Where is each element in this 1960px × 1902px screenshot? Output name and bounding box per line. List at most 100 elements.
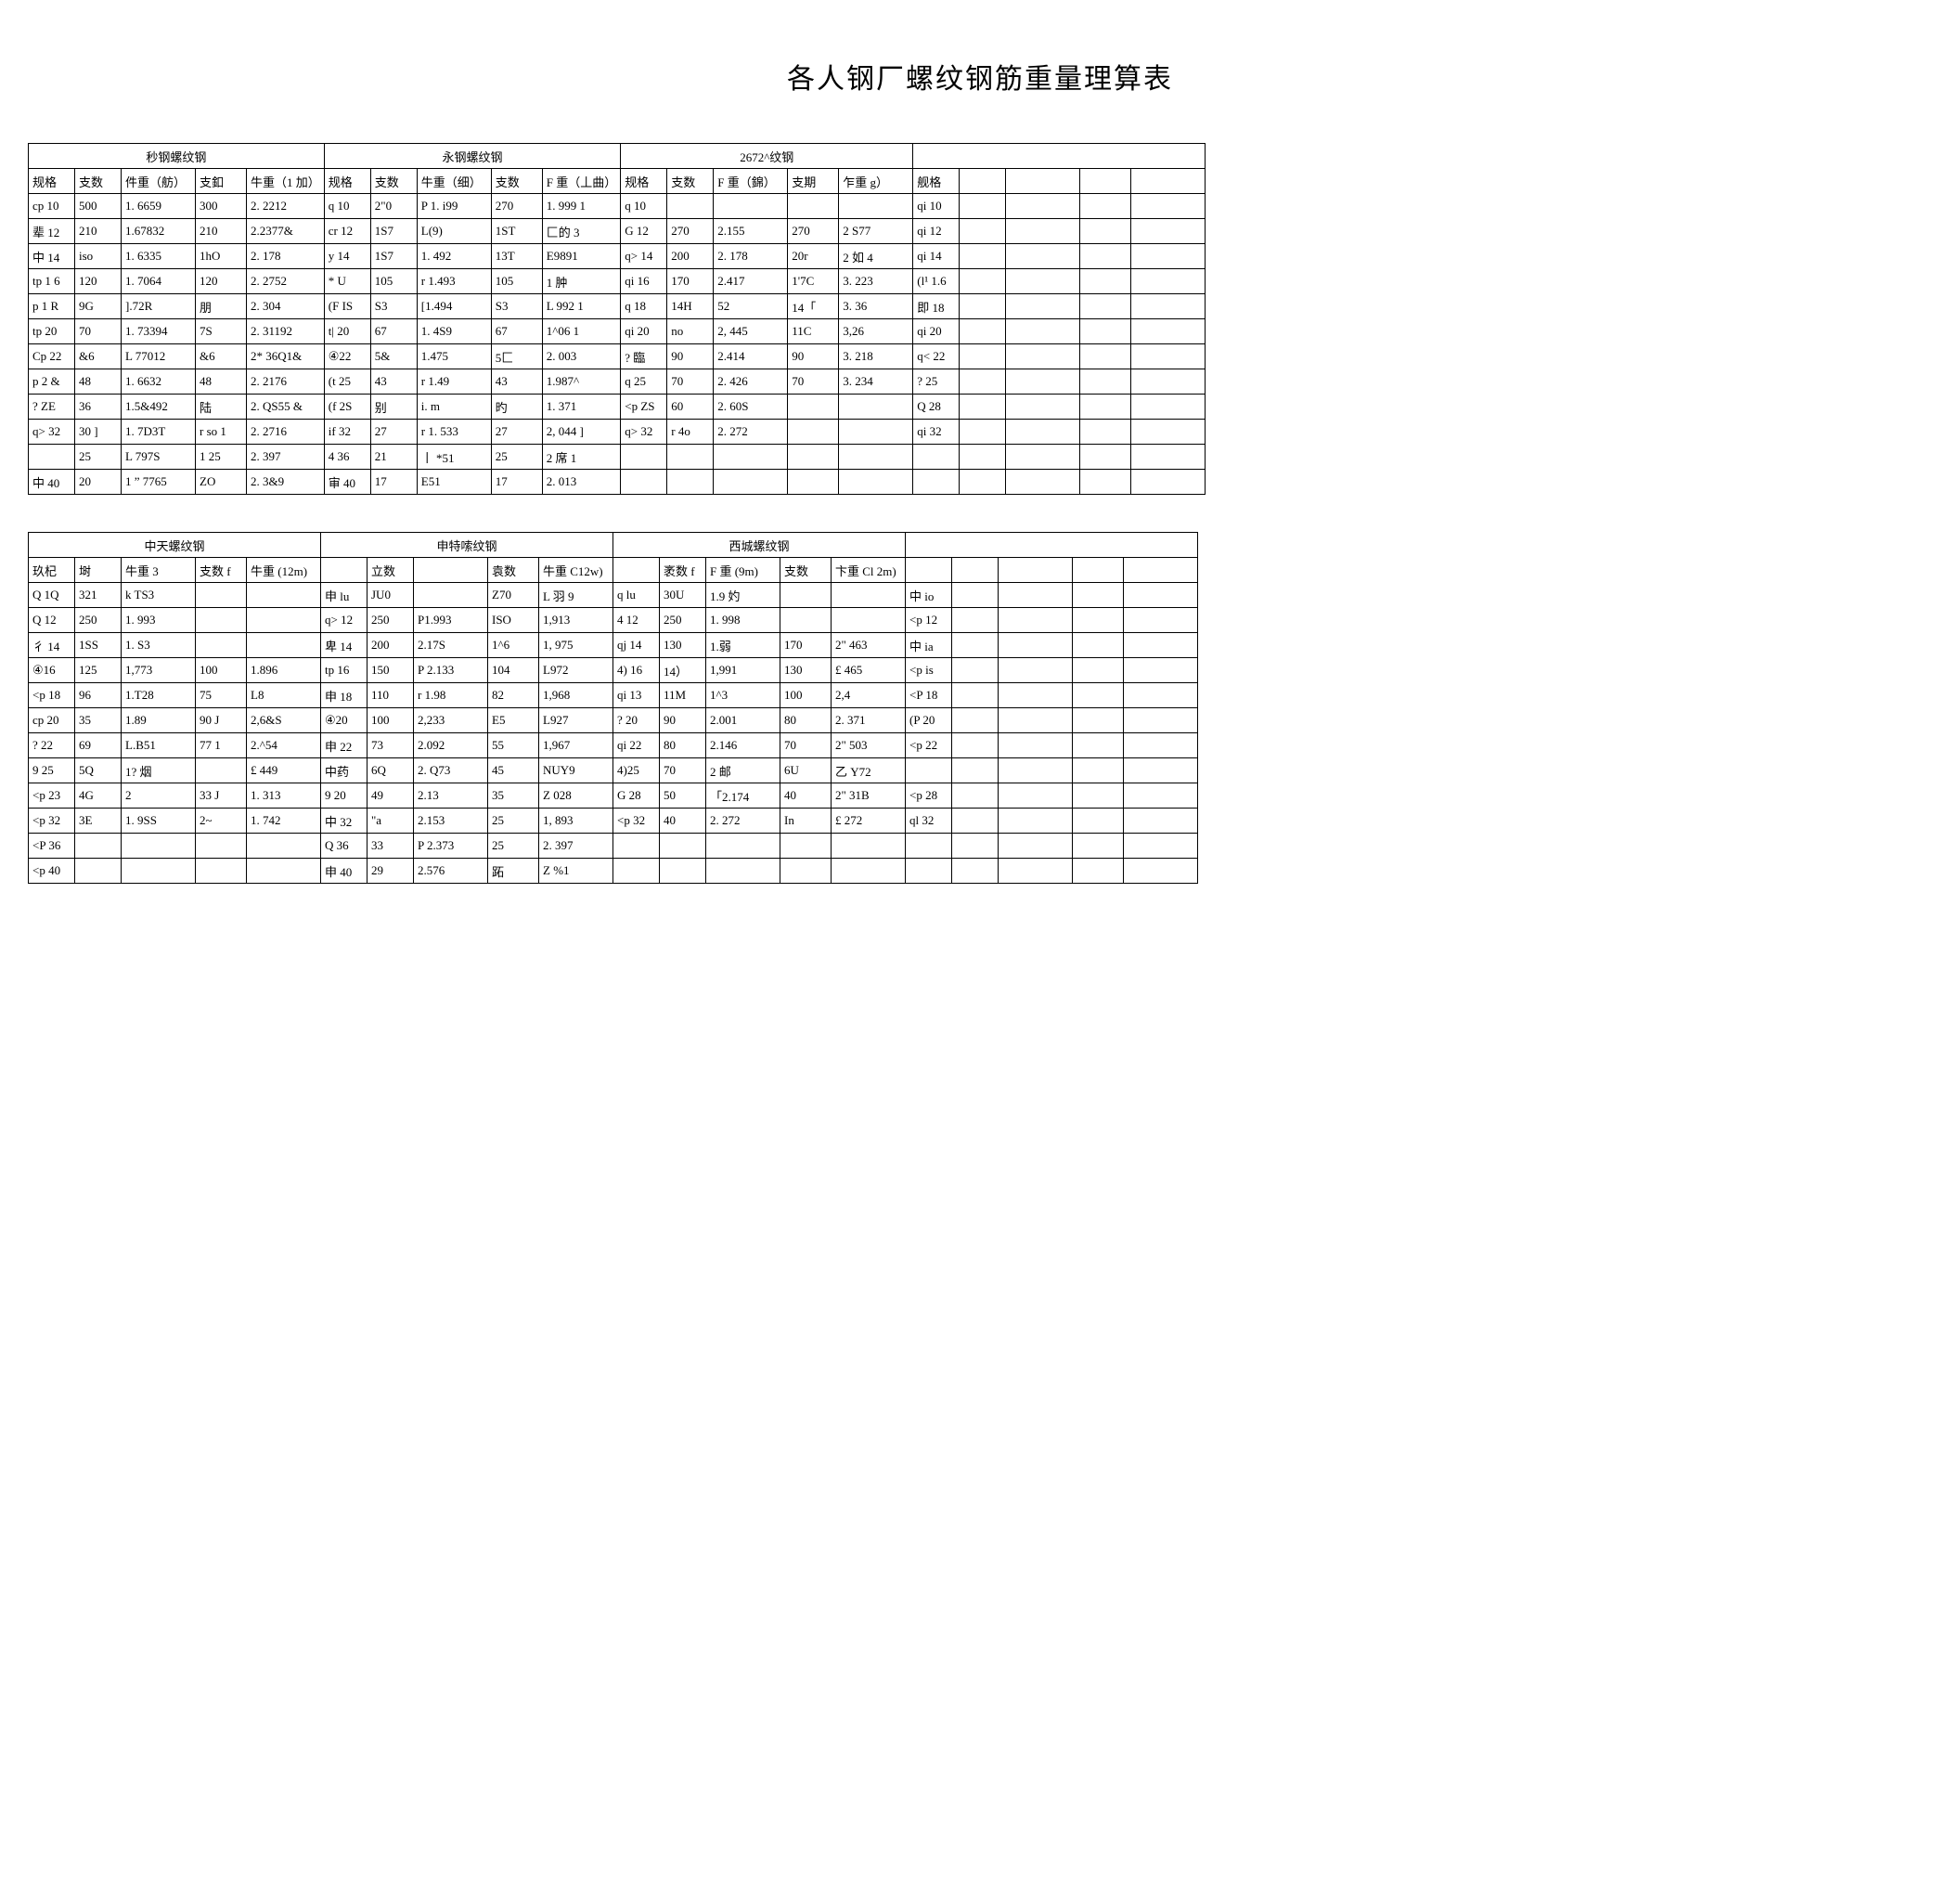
cell: ④16 xyxy=(29,658,75,683)
cell xyxy=(952,758,999,783)
group-header: 2672^纹钢 xyxy=(621,144,913,169)
cell: ? ZE xyxy=(29,395,75,420)
cell xyxy=(788,420,839,445)
cell: 申 18 xyxy=(321,683,368,708)
cell: t| 20 xyxy=(324,319,370,344)
cell: 73 xyxy=(368,733,414,758)
cell: 彳 14 xyxy=(29,633,75,658)
cell: 1. 9SS xyxy=(122,809,196,834)
cell: E5 xyxy=(488,708,539,733)
cell: 1. 998 xyxy=(706,608,780,633)
cell xyxy=(906,834,952,859)
cell: P 1. i99 xyxy=(417,194,491,219)
cell: 辈 12 xyxy=(29,219,75,244)
cell: £ 272 xyxy=(832,809,906,834)
cell xyxy=(1080,344,1131,369)
cell: tp 1 6 xyxy=(29,269,75,294)
cell xyxy=(999,608,1073,633)
cell xyxy=(1006,369,1080,395)
cell: 陆 xyxy=(196,395,247,420)
cell: 2. 178 xyxy=(714,244,788,269)
cell: G 12 xyxy=(621,219,667,244)
cell xyxy=(952,633,999,658)
cell: 申 lu xyxy=(321,583,368,608)
cell xyxy=(1124,834,1198,859)
cell: 9 25 xyxy=(29,758,75,783)
cell: (F IS xyxy=(324,294,370,319)
cell xyxy=(1124,733,1198,758)
cell: 2 S77 xyxy=(839,219,913,244)
cell: 2. 60S xyxy=(714,395,788,420)
cell: <p 32 xyxy=(29,809,75,834)
cell: q> 32 xyxy=(29,420,75,445)
cell xyxy=(122,859,196,884)
column-header: 支数 xyxy=(667,169,714,194)
cell: L.B51 xyxy=(122,733,196,758)
cell: 210 xyxy=(196,219,247,244)
cell: 4 12 xyxy=(613,608,660,633)
cell: r 1.493 xyxy=(417,269,491,294)
cell: (P 20 xyxy=(906,708,952,733)
cell xyxy=(788,194,839,219)
cell xyxy=(1131,470,1206,495)
cell: Q 12 xyxy=(29,608,75,633)
cell xyxy=(1073,583,1124,608)
column-header: 支釦 xyxy=(196,169,247,194)
cell: if 32 xyxy=(324,420,370,445)
cell: 4) 16 xyxy=(613,658,660,683)
cell: 1hO xyxy=(196,244,247,269)
cell: 321 xyxy=(75,583,122,608)
cell: tp 16 xyxy=(321,658,368,683)
cell: 1. 7064 xyxy=(122,269,196,294)
rebar-table-1: 秒钢螺纹钢永钢螺纹钢2672^纹钢规格支数件重（舫）支釦牛重（1 加）规格支数牛… xyxy=(28,143,1206,495)
cell xyxy=(714,445,788,470)
table-row: 25L 797S1 252. 3974 3621丨 *51252 席 1 xyxy=(29,445,1206,470)
cell: 2. 397 xyxy=(247,445,325,470)
cell: 卑 14 xyxy=(321,633,368,658)
cell xyxy=(788,395,839,420)
cell: 1 肿 xyxy=(542,269,620,294)
cell: 120 xyxy=(75,269,122,294)
cell: 2,4 xyxy=(832,683,906,708)
cell: q< 22 xyxy=(913,344,960,369)
cell: 匚的 3 xyxy=(542,219,620,244)
cell: cr 12 xyxy=(324,219,370,244)
table-row: Q 1Q321k TS3申 luJU0Z70L 羽 9q lu30U1.9 妁中… xyxy=(29,583,1198,608)
cell: 中 io xyxy=(906,583,952,608)
cell xyxy=(196,583,247,608)
cell xyxy=(1073,708,1124,733)
cell xyxy=(839,194,913,219)
cell: q 18 xyxy=(621,294,667,319)
cell xyxy=(1006,294,1080,319)
cell: 67 xyxy=(491,319,542,344)
cell: 2. 2752 xyxy=(247,269,325,294)
cell: 1.987^ xyxy=(542,369,620,395)
cell xyxy=(960,319,1006,344)
cell: 100 xyxy=(196,658,247,683)
cell: E51 xyxy=(417,470,491,495)
cell: Q 1Q xyxy=(29,583,75,608)
cell xyxy=(75,859,122,884)
cell: 1. 999 1 xyxy=(542,194,620,219)
column-header: 袤数 f xyxy=(660,558,706,583)
cell: 30 ] xyxy=(75,420,122,445)
cell: <p 32 xyxy=(613,809,660,834)
cell: 13T xyxy=(491,244,542,269)
column-header: 袁数 xyxy=(488,558,539,583)
cell: qi 12 xyxy=(913,219,960,244)
cell xyxy=(1080,269,1131,294)
cell xyxy=(1006,420,1080,445)
cell xyxy=(999,809,1073,834)
column-header: F 重（丄曲） xyxy=(542,169,620,194)
cell: ? 20 xyxy=(613,708,660,733)
column-header xyxy=(960,169,1006,194)
cell xyxy=(780,834,832,859)
cell: 2. 003 xyxy=(542,344,620,369)
table-row: 中 40201 ” 7765ZO2. 3&9审 4017E51172. 013 xyxy=(29,470,1206,495)
cell: 2.092 xyxy=(414,733,488,758)
cell xyxy=(1080,194,1131,219)
column-header: 件重（舫） xyxy=(122,169,196,194)
cell: 5Q xyxy=(75,758,122,783)
cell: 2. 31192 xyxy=(247,319,325,344)
table-row: 9 255Q1? 烟£ 449中药6Q2. Q7345NUY94)25702 邮… xyxy=(29,758,1198,783)
